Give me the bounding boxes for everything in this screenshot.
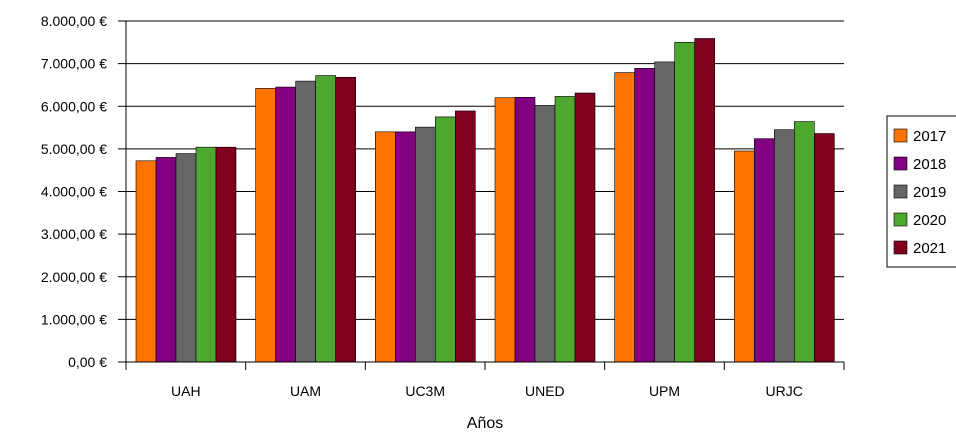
axes-layer xyxy=(118,20,845,370)
bar-urjc-2018 xyxy=(754,138,775,363)
y-tick-label: 0,00 € xyxy=(68,354,107,370)
legend-swatch-2017 xyxy=(893,128,908,143)
y-tick-label: 7.000,00 € xyxy=(41,56,107,72)
legend-label-2017: 2017 xyxy=(913,128,946,145)
bar-uned-2017 xyxy=(494,97,516,363)
x-tick-label: UNED xyxy=(525,383,565,399)
bar-upm-2021 xyxy=(694,38,715,363)
x-axis-title: Años xyxy=(467,415,503,430)
bar-uam-2019 xyxy=(295,80,316,363)
bar-uam-2021 xyxy=(335,76,356,363)
x-tick-label: UAM xyxy=(290,383,321,399)
bar-uah-2020 xyxy=(195,146,217,363)
bar-uned-2020 xyxy=(554,96,576,363)
bar-urjc-2021 xyxy=(814,133,835,363)
bar-uah-2017 xyxy=(135,160,157,363)
bar-upm-2020 xyxy=(674,42,695,363)
bar-uah-2019 xyxy=(175,153,197,363)
y-tick-label: 3.000,00 € xyxy=(41,226,107,242)
bar-uc3m-2021 xyxy=(455,110,476,363)
bar-uc3m-2019 xyxy=(415,126,436,363)
y-tick-label: 8.000,00 € xyxy=(41,13,107,29)
bar-uah-2018 xyxy=(155,157,177,363)
x-tick-label: UAH xyxy=(171,383,201,399)
bar-upm-2017 xyxy=(614,72,635,363)
x-tick-label: URJC xyxy=(765,383,802,399)
bar-urjc-2017 xyxy=(734,150,755,363)
legend: 2017 2018 2019 2020 2021 xyxy=(886,115,956,268)
bar-uned-2018 xyxy=(514,96,536,363)
bar-uc3m-2017 xyxy=(375,131,396,363)
bar-urjc-2019 xyxy=(774,129,795,363)
y-tick-label: 4.000,00 € xyxy=(41,184,107,200)
legend-swatch-2019 xyxy=(893,184,908,199)
bars-layer xyxy=(135,38,835,363)
y-tick-label: 1.000,00 € xyxy=(41,311,107,327)
legend-swatch-2020 xyxy=(893,212,908,227)
y-tick-label: 6.000,00 € xyxy=(41,98,107,114)
bar-uned-2021 xyxy=(574,92,596,363)
labels-layer: 0,00 € 1.000,00 € 2.000,00 € 3.000,00 € 4.00… xyxy=(41,13,803,399)
legend-swatch-2021 xyxy=(893,240,908,255)
bar-upm-2018 xyxy=(634,68,655,363)
bar-uah-2021 xyxy=(215,146,237,363)
bar-uam-2018 xyxy=(275,86,296,363)
legend-label-2018: 2018 xyxy=(913,156,946,173)
grid-layer xyxy=(126,20,844,363)
legend-label-2021: 2021 xyxy=(913,240,946,257)
legend-label-2020: 2020 xyxy=(913,212,946,229)
bar-upm-2019 xyxy=(654,61,675,363)
legend-label-2019: 2019 xyxy=(913,184,946,201)
bar-uam-2020 xyxy=(315,75,336,363)
x-tick-label: UPM xyxy=(649,383,680,399)
y-tick-label: 2.000,00 € xyxy=(41,269,107,285)
bar-urjc-2020 xyxy=(794,121,815,363)
bar-uc3m-2018 xyxy=(395,131,416,363)
y-tick-label: 5.000,00 € xyxy=(41,141,107,157)
bar-uam-2017 xyxy=(255,88,276,363)
legend-swatch-2018 xyxy=(893,156,908,171)
bar-uc3m-2020 xyxy=(435,116,456,363)
bar-uned-2019 xyxy=(534,105,556,363)
x-tick-label: UC3M xyxy=(405,383,445,399)
